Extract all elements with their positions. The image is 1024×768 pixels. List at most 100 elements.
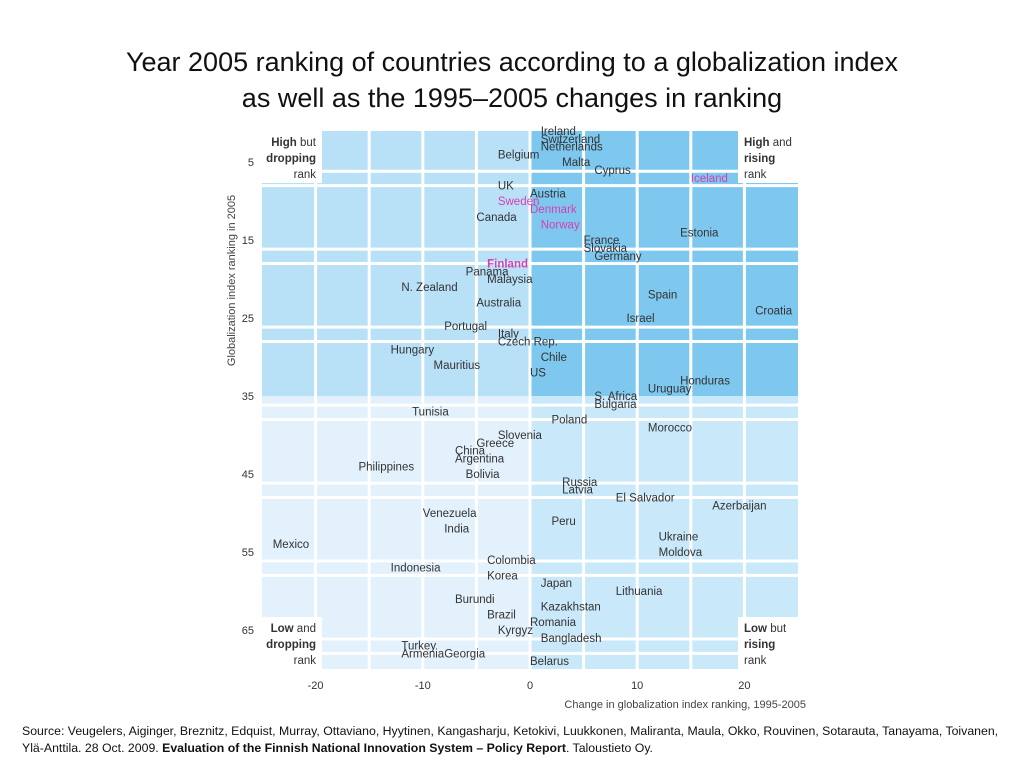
corner-label-line: Low and (271, 623, 316, 635)
country-label-georgia: Georgia (444, 648, 486, 660)
country-label-chile: Chile (541, 352, 567, 364)
x-tick-label: 20 (738, 680, 750, 692)
y-tick-label: 55 (242, 547, 254, 559)
country-label-greece: Greece (476, 438, 514, 450)
country-label-mexico: Mexico (273, 539, 309, 551)
country-label-switzerland: Switzerland (541, 134, 600, 146)
country-label-bangladesh: Bangladesh (541, 633, 602, 645)
corner-label-line: rank (294, 655, 317, 667)
country-label-s-africa: S. Africa (594, 391, 637, 403)
country-label-croatia: Croatia (755, 305, 793, 317)
country-label-japan: Japan (541, 578, 572, 590)
country-label-norway: Norway (541, 220, 580, 232)
country-label-russia: Russia (562, 477, 598, 489)
country-label-azerbaijan: Azerbaijan (712, 500, 766, 512)
country-label-india: India (444, 524, 470, 536)
country-label-slovakia: Slovakia (584, 243, 628, 255)
country-label-burundi: Burundi (455, 594, 495, 606)
country-label-colombia: Colombia (487, 555, 536, 567)
country-label-cyprus: Cyprus (594, 165, 631, 177)
country-label-hungary: Hungary (391, 344, 435, 356)
corner-label-line: rising (744, 153, 775, 165)
x-tick-label: 10 (631, 680, 643, 692)
corner-label-line: rank (744, 655, 767, 667)
country-label-turkey: Turkey (401, 641, 436, 653)
corner-label-box (262, 617, 322, 669)
country-label-czech-rep: Czech Rep. (498, 337, 558, 349)
corner-label-line: rank (744, 169, 767, 181)
corner-label-line: dropping (266, 639, 316, 651)
country-label-malta: Malta (562, 157, 591, 169)
country-label-denmark: Denmark (530, 204, 577, 216)
country-label-spain: Spain (648, 290, 677, 302)
country-label-malaysia: Malaysia (487, 274, 533, 286)
country-label-canada: Canada (476, 212, 517, 224)
country-label-armenia: Armenia (401, 648, 444, 660)
country-label-bulgaria: Bulgaria (594, 399, 637, 411)
y-tick-label: 5 (248, 157, 254, 169)
y-tick-label: 45 (242, 469, 254, 481)
country-label-uk: UK (498, 181, 514, 193)
country-label-kazakhstan: Kazakhstan (541, 602, 601, 614)
country-label-belarus: Belarus (530, 656, 569, 668)
country-label-belgium: Belgium (498, 149, 540, 161)
y-tick-label: 15 (242, 235, 254, 247)
source-citation: Source: Veugelers, Aiginger, Breznitz, E… (22, 723, 1012, 757)
country-label-peru: Peru (551, 516, 575, 528)
country-label-bolivia: Bolivia (466, 469, 500, 481)
country-label-netherlands: Netherlands (541, 142, 603, 154)
corner-label-box (738, 131, 798, 183)
country-label-tunisia: Tunisia (412, 407, 449, 419)
source-text: Source: Veugelers, Aiginger, Breznitz, E… (22, 724, 999, 755)
country-label-moldova: Moldova (659, 547, 703, 559)
country-label-finland: Finland (487, 259, 528, 271)
corner-label-line: High and (744, 137, 792, 149)
corner-label-top-left: High but dropping rank (262, 131, 322, 183)
chart-title: Year 2005 ranking of countries according… (0, 44, 1024, 116)
country-label-mauritius: Mauritius (434, 360, 481, 372)
source-report-title: Evaluation of the Finnish National Innov… (162, 741, 566, 755)
y-axis-label: Globalization index ranking in 2005 (226, 195, 238, 366)
country-label-indonesia: Indonesia (391, 563, 441, 575)
y-tick-label: 25 (242, 313, 254, 325)
corner-label-line: rank (294, 169, 317, 181)
country-label-sweden: Sweden (498, 196, 540, 208)
country-label-panama: Panama (466, 266, 509, 278)
country-label-iceland: Iceland (691, 173, 728, 185)
country-label-brazil: Brazil (487, 609, 516, 621)
source-publisher: . Taloustieto Oy. (565, 741, 653, 755)
corner-label-line: High but (271, 137, 317, 149)
corner-label-top-right: High and rising rank (738, 131, 798, 183)
country-label-romania: Romania (530, 617, 577, 629)
corner-label-line: rising (744, 639, 775, 651)
country-label-china: China (455, 446, 486, 458)
x-tick-label: -20 (308, 680, 324, 692)
country-label-austria: Austria (530, 188, 566, 200)
country-label-portugal: Portugal (444, 321, 487, 333)
country-label-latvia: Latvia (562, 485, 593, 497)
country-label-honduras: Honduras (680, 376, 730, 388)
country-label-israel: Israel (626, 313, 654, 325)
y-tick-label: 35 (242, 391, 254, 403)
y-tick-label: 65 (242, 625, 254, 637)
country-label-philippines: Philippines (358, 461, 414, 473)
country-label-ukraine: Ukraine (659, 531, 699, 543)
corner-label-bottom-right: Low but rising rank (738, 617, 798, 669)
corner-label-bottom-left: Low and dropping rank (262, 617, 322, 669)
country-label-argentina: Argentina (455, 453, 505, 465)
country-label-italy: Italy (498, 329, 519, 341)
country-label-us: US (530, 368, 546, 380)
country-label-uruguay: Uruguay (648, 383, 692, 395)
country-label-australia: Australia (476, 298, 521, 310)
country-label-lithuania: Lithuania (616, 586, 663, 598)
country-label-ireland: Ireland (541, 126, 576, 138)
corner-label-box (262, 131, 322, 183)
country-label-morocco: Morocco (648, 422, 692, 434)
country-label-slovenia: Slovenia (498, 430, 543, 442)
corner-label-line: dropping (266, 153, 316, 165)
country-label-germany: Germany (594, 251, 642, 263)
corner-label-box (738, 617, 798, 669)
country-label-n-zealand: N. Zealand (401, 282, 457, 294)
country-label-france: France (584, 235, 620, 247)
